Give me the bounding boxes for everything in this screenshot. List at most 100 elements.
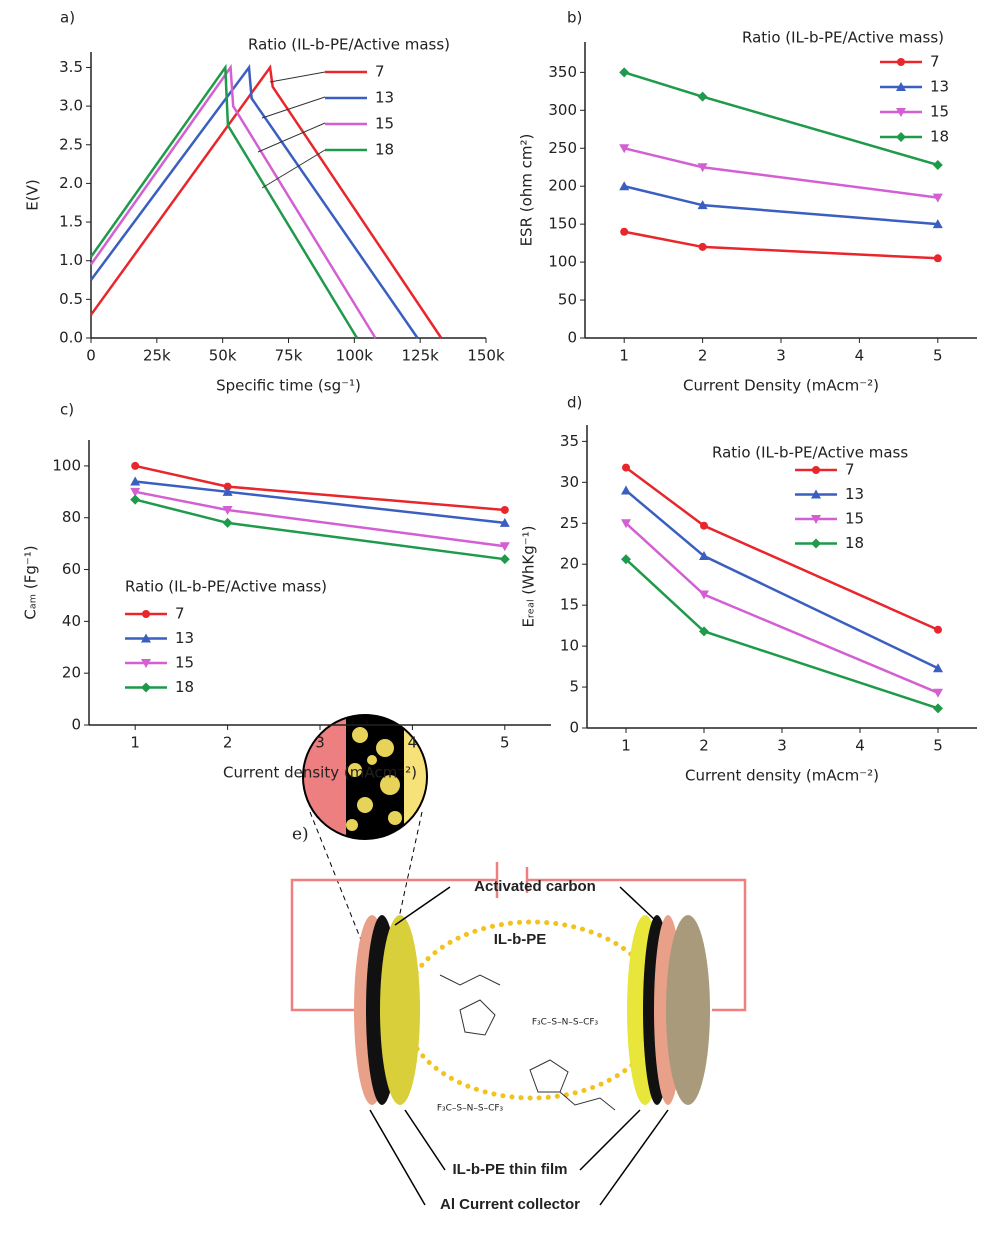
right-electrode — [627, 915, 710, 1105]
y-axis-label: E(V) — [24, 179, 42, 210]
y-tick-label: 0 — [569, 719, 579, 737]
wire — [290, 862, 747, 1012]
marker — [500, 505, 509, 514]
x-tick-label: 4 — [408, 734, 418, 752]
x-tick-label: 1 — [130, 734, 140, 752]
legend-label: 15 — [175, 654, 194, 672]
series-line — [89, 63, 377, 339]
x-tick-label: 2 — [699, 737, 709, 755]
series-line — [89, 63, 359, 339]
marker — [619, 181, 630, 191]
marker — [620, 227, 629, 236]
y-tick-label: 15 — [560, 596, 579, 614]
y-tick-label: 60 — [62, 560, 81, 578]
legend-title: Ratio (IL-b-PE/Active mass — [712, 444, 908, 462]
x-tick-label: 50k — [209, 347, 237, 365]
marker — [222, 517, 233, 528]
marker — [499, 517, 510, 527]
diagram: e) — [290, 714, 747, 1213]
y-tick-label: 30 — [560, 473, 579, 491]
x-axis-label: Current density (mAcm⁻²) — [685, 767, 879, 785]
y-axis-label: ESR (ohm cm²) — [518, 134, 536, 247]
y-tick-label: 3.5 — [59, 58, 83, 76]
x-tick-label: 3 — [315, 734, 325, 752]
x-tick-label: 2 — [698, 347, 708, 365]
x-tick-label: 3 — [776, 347, 786, 365]
series-line — [134, 490, 505, 548]
marker — [622, 463, 630, 472]
marker — [697, 91, 708, 102]
legend-title: Ratio (IL-b-PE/Active mass) — [742, 29, 944, 47]
marker — [619, 144, 630, 154]
legend-label: 18 — [375, 141, 394, 159]
x-tick-label: 5 — [933, 737, 943, 755]
annotation-arrow — [261, 149, 326, 189]
legend-title: Ratio (IL-b-PE/Active mass) — [125, 578, 327, 596]
y-tick-label: 0 — [71, 716, 81, 734]
structure — [439, 974, 616, 1111]
pointer — [369, 886, 669, 1206]
marker — [700, 521, 708, 530]
marker — [131, 461, 140, 470]
legend-label: 7 — [845, 461, 855, 479]
legend-marker — [141, 659, 151, 668]
legend-marker — [811, 515, 821, 524]
marker — [130, 494, 141, 505]
zoom-border — [302, 714, 428, 840]
marker — [222, 486, 233, 496]
marker — [698, 242, 707, 251]
legend-marker — [811, 489, 821, 499]
series-line — [625, 558, 939, 710]
y-tick-label: 80 — [62, 508, 81, 526]
marker — [621, 554, 631, 565]
legend-title: Ratio (IL-b-PE/Active mass) — [248, 36, 450, 54]
x-tick-label: 150k — [467, 347, 505, 365]
y-tick-label: 3.0 — [59, 97, 83, 115]
x-tick-label: 4 — [855, 347, 865, 365]
legend-marker — [897, 58, 905, 66]
y-axis-label: Cₐₘ (Fg⁻¹) — [22, 545, 40, 619]
y-tick-label: 2.5 — [59, 135, 83, 153]
panel-label: b) — [567, 9, 582, 27]
marker — [933, 703, 943, 714]
marker — [621, 485, 631, 495]
series-line — [623, 230, 938, 260]
marker — [699, 551, 709, 561]
y-axis-label: Eᵣₑₐₗ (WhKg⁻¹) — [520, 525, 538, 627]
series-line — [623, 147, 938, 199]
legend-label: 13 — [175, 629, 194, 647]
annotation-arrow — [261, 96, 326, 119]
electrolyte — [401, 919, 663, 1101]
marker — [697, 200, 708, 210]
y-tick-label: 0.0 — [59, 329, 83, 347]
series-line — [134, 498, 505, 561]
label: Al Current collector — [440, 1196, 580, 1213]
annotation-arrow — [257, 122, 326, 153]
x-tick-label: 75k — [275, 347, 303, 365]
marker — [499, 554, 510, 565]
marker — [621, 519, 631, 529]
x-axis-label: Current density (mAcm⁻²) — [223, 764, 417, 782]
y-tick-label: 300 — [548, 101, 577, 119]
legend-marker — [896, 82, 906, 91]
x-tick-label: 1 — [621, 737, 631, 755]
marker — [130, 487, 141, 497]
x-tick-label: 125k — [402, 347, 440, 365]
label: IL-b-PE thin film — [453, 1161, 568, 1178]
marker — [699, 626, 709, 637]
x-tick-label: 5 — [500, 734, 510, 752]
y-tick-label: 350 — [548, 63, 577, 81]
y-tick-label: 200 — [548, 177, 577, 195]
legend-marker — [142, 610, 150, 618]
y-tick-label: 50 — [558, 291, 577, 309]
x-axis-label: Specific time (sg⁻¹) — [216, 377, 361, 395]
y-tick-label: 20 — [560, 555, 579, 573]
marker — [130, 476, 141, 486]
legend-label: 13 — [845, 485, 864, 503]
y-tick-label: 150 — [548, 215, 577, 233]
legend-label: 18 — [845, 534, 864, 552]
legend-marker — [896, 132, 906, 142]
marker — [932, 193, 943, 203]
panel-label: c) — [60, 401, 74, 419]
